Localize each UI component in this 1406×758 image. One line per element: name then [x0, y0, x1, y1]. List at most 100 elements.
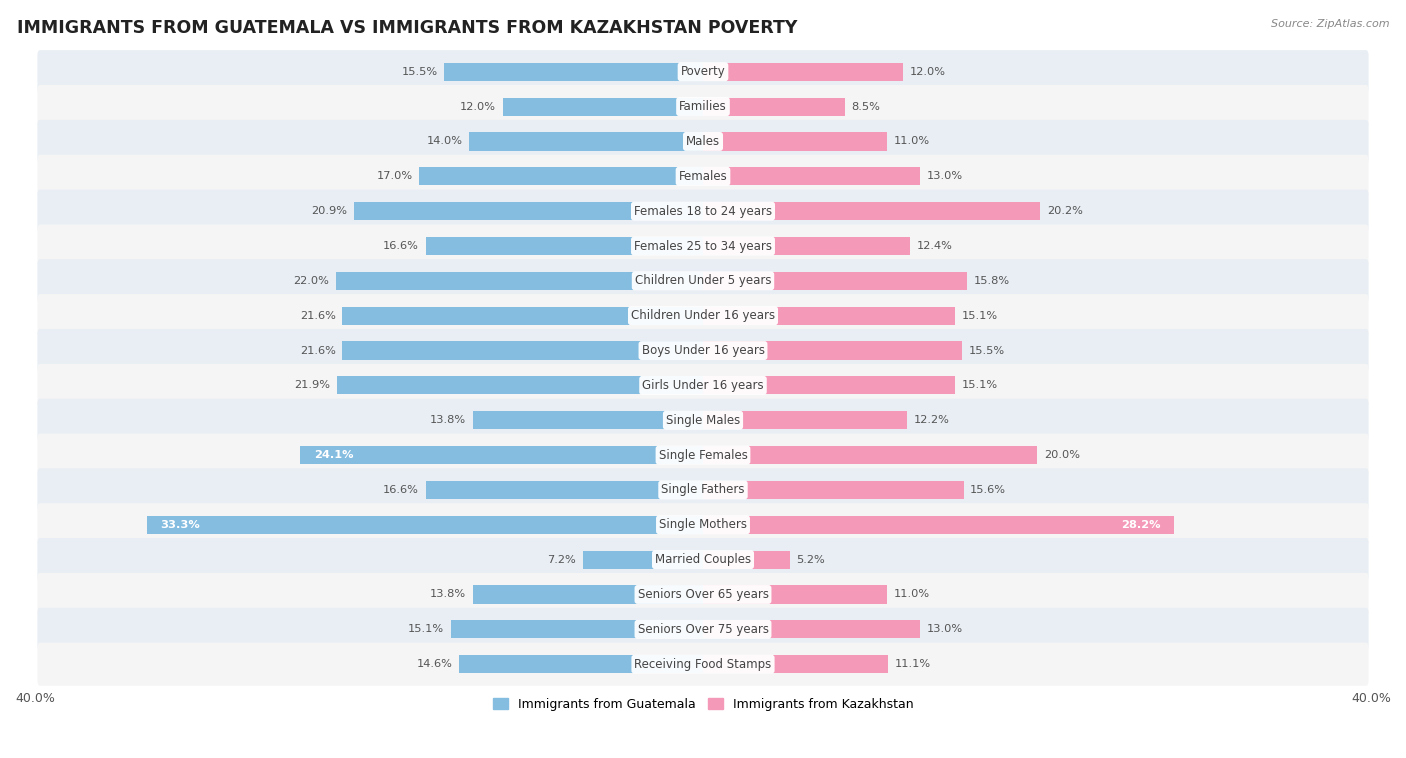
Text: 5.2%: 5.2%	[797, 555, 825, 565]
Text: Poverty: Poverty	[681, 65, 725, 78]
FancyBboxPatch shape	[38, 608, 1368, 651]
Bar	[470, 133, 703, 151]
FancyBboxPatch shape	[38, 294, 1368, 337]
FancyBboxPatch shape	[38, 155, 1368, 198]
Text: Families: Families	[679, 100, 727, 113]
Bar	[703, 342, 962, 359]
Text: 15.1%: 15.1%	[962, 311, 998, 321]
Bar	[703, 550, 790, 568]
Text: 15.5%: 15.5%	[401, 67, 437, 77]
Text: 24.1%: 24.1%	[314, 450, 353, 460]
Text: Seniors Over 75 years: Seniors Over 75 years	[637, 623, 769, 636]
Text: 22.0%: 22.0%	[292, 276, 329, 286]
FancyBboxPatch shape	[38, 434, 1368, 477]
Bar	[703, 272, 967, 290]
Text: 20.2%: 20.2%	[1047, 206, 1083, 216]
Text: 15.8%: 15.8%	[973, 276, 1010, 286]
Text: 15.1%: 15.1%	[408, 625, 444, 634]
Text: Single Females: Single Females	[658, 449, 748, 462]
Text: 33.3%: 33.3%	[160, 520, 200, 530]
Bar	[582, 550, 703, 568]
Bar	[472, 585, 703, 603]
Bar	[460, 655, 703, 673]
Text: 21.9%: 21.9%	[294, 381, 330, 390]
Text: 14.0%: 14.0%	[426, 136, 463, 146]
Bar	[703, 307, 955, 324]
Text: 17.0%: 17.0%	[377, 171, 412, 181]
Text: Males: Males	[686, 135, 720, 148]
Text: Source: ZipAtlas.com: Source: ZipAtlas.com	[1271, 19, 1389, 29]
Text: IMMIGRANTS FROM GUATEMALA VS IMMIGRANTS FROM KAZAKHSTAN POVERTY: IMMIGRANTS FROM GUATEMALA VS IMMIGRANTS …	[17, 19, 797, 37]
Text: 15.5%: 15.5%	[969, 346, 1005, 356]
Bar	[472, 411, 703, 429]
Bar	[703, 620, 920, 638]
Text: Children Under 5 years: Children Under 5 years	[634, 274, 772, 287]
Bar	[301, 446, 703, 464]
Bar	[444, 63, 703, 81]
Text: 16.6%: 16.6%	[384, 241, 419, 251]
Bar	[451, 620, 703, 638]
Text: 11.1%: 11.1%	[896, 659, 931, 669]
FancyBboxPatch shape	[38, 50, 1368, 93]
Bar	[502, 98, 703, 116]
Text: 12.0%: 12.0%	[460, 102, 496, 111]
Text: 11.0%: 11.0%	[893, 590, 929, 600]
FancyBboxPatch shape	[38, 224, 1368, 268]
Text: 13.8%: 13.8%	[430, 590, 465, 600]
Bar	[426, 481, 703, 499]
Text: Boys Under 16 years: Boys Under 16 years	[641, 344, 765, 357]
Bar	[703, 63, 904, 81]
FancyBboxPatch shape	[38, 468, 1368, 512]
Text: 13.0%: 13.0%	[927, 171, 963, 181]
Text: Single Fathers: Single Fathers	[661, 484, 745, 496]
Bar	[703, 585, 887, 603]
Text: Single Males: Single Males	[666, 414, 740, 427]
FancyBboxPatch shape	[38, 120, 1368, 163]
Bar	[146, 515, 703, 534]
FancyBboxPatch shape	[38, 538, 1368, 581]
Legend: Immigrants from Guatemala, Immigrants from Kazakhstan: Immigrants from Guatemala, Immigrants fr…	[488, 693, 918, 716]
FancyBboxPatch shape	[38, 364, 1368, 407]
Text: 12.4%: 12.4%	[917, 241, 953, 251]
Text: 15.1%: 15.1%	[962, 381, 998, 390]
Text: 11.0%: 11.0%	[893, 136, 929, 146]
Bar	[703, 515, 1174, 534]
Text: Girls Under 16 years: Girls Under 16 years	[643, 379, 763, 392]
Text: 12.0%: 12.0%	[910, 67, 946, 77]
Bar	[703, 446, 1038, 464]
Text: 16.6%: 16.6%	[384, 485, 419, 495]
FancyBboxPatch shape	[38, 399, 1368, 442]
Bar	[703, 655, 889, 673]
Bar	[337, 376, 703, 394]
Bar	[426, 237, 703, 255]
Text: 21.6%: 21.6%	[299, 311, 336, 321]
FancyBboxPatch shape	[38, 259, 1368, 302]
Bar	[703, 237, 910, 255]
Text: 7.2%: 7.2%	[547, 555, 576, 565]
Text: 21.6%: 21.6%	[299, 346, 336, 356]
Text: 20.0%: 20.0%	[1043, 450, 1080, 460]
Text: 13.8%: 13.8%	[430, 415, 465, 425]
FancyBboxPatch shape	[38, 190, 1368, 233]
Bar	[419, 168, 703, 186]
Text: 13.0%: 13.0%	[927, 625, 963, 634]
Bar	[703, 411, 907, 429]
Text: Females: Females	[679, 170, 727, 183]
Text: Single Mothers: Single Mothers	[659, 518, 747, 531]
Text: Females 18 to 24 years: Females 18 to 24 years	[634, 205, 772, 218]
Bar	[703, 168, 920, 186]
Bar	[703, 202, 1040, 221]
Text: Seniors Over 65 years: Seniors Over 65 years	[637, 588, 769, 601]
Text: 12.2%: 12.2%	[914, 415, 949, 425]
Bar	[703, 481, 963, 499]
FancyBboxPatch shape	[38, 643, 1368, 686]
Text: 15.6%: 15.6%	[970, 485, 1007, 495]
Text: 20.9%: 20.9%	[311, 206, 347, 216]
FancyBboxPatch shape	[38, 329, 1368, 372]
Bar	[354, 202, 703, 221]
Text: Receiving Food Stamps: Receiving Food Stamps	[634, 658, 772, 671]
FancyBboxPatch shape	[38, 573, 1368, 616]
Text: Children Under 16 years: Children Under 16 years	[631, 309, 775, 322]
Text: 8.5%: 8.5%	[852, 102, 880, 111]
Text: 28.2%: 28.2%	[1121, 520, 1160, 530]
